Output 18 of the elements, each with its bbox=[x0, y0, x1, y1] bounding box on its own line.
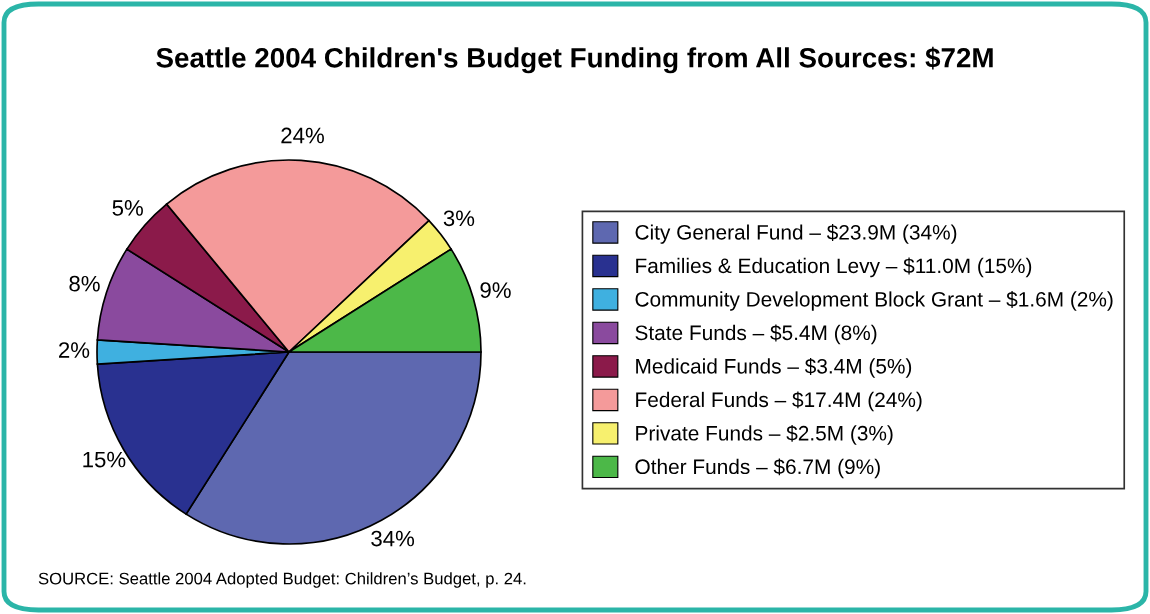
data-label: 5% bbox=[112, 200, 143, 216]
source-note: SOURCE: Seattle 2004 Adopted Budget: Children’s Budget, p. 24. bbox=[38, 572, 526, 588]
data-label: 15% bbox=[83, 451, 126, 468]
data-label: 9% bbox=[480, 282, 511, 298]
data-label: 34% bbox=[371, 530, 415, 547]
legend-label: State Funds – $5.4M (8%) bbox=[635, 324, 877, 345]
legend-label: Other Funds – $6.7M (9%) bbox=[635, 458, 880, 479]
legend-label: Federal Funds – $17.4M (24%) bbox=[636, 391, 922, 412]
data-label: 2% bbox=[59, 342, 90, 358]
legend-label: Private Funds – $2.5M (3%) bbox=[636, 424, 893, 445]
legend-label: Community Development Block Grant – $1.6M (2%) bbox=[635, 291, 1113, 311]
legend-label: City General Fund – $23.9M (34%) bbox=[635, 224, 957, 244]
data-label: 24% bbox=[281, 127, 324, 144]
data-label: 3% bbox=[443, 210, 475, 227]
legend-label: Medicaid Funds – $3.4M (5%) bbox=[636, 358, 912, 378]
legend-label: Families & Education Levy – $11.0M (15%) bbox=[636, 257, 1032, 278]
data-label: 8% bbox=[69, 275, 100, 292]
chart-title: Seattle 2004 Children's Budget Funding from All Sources: $72M bbox=[156, 46, 993, 74]
